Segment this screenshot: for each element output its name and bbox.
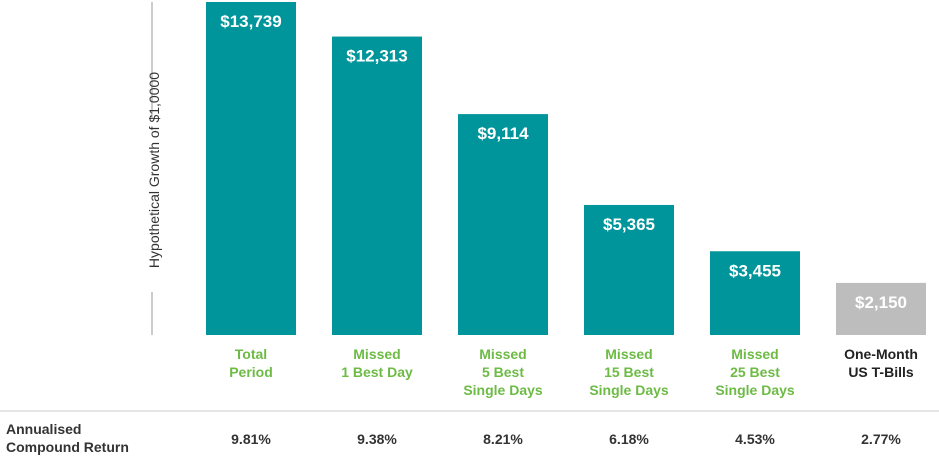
return-value-1: 9.38% xyxy=(357,431,397,447)
category-label-4-line-1: 25 Best xyxy=(730,364,780,380)
category-label-0-line-0: Total xyxy=(235,346,267,362)
category-label-5-line-1: US T-Bills xyxy=(848,364,914,380)
bar-2 xyxy=(458,114,548,335)
category-label-5-line-0: One-Month xyxy=(844,346,918,362)
bars-group: $13,739 $12,313 $9,114 $5,365 $3,455 $2,150 xyxy=(206,2,926,336)
bar-1 xyxy=(332,36,422,336)
return-value-3: 6.18% xyxy=(609,431,649,447)
returns-row-title-line-1: Compound Return xyxy=(6,439,129,455)
bar-value-label-1: $12,313 xyxy=(346,47,407,66)
return-value-2: 8.21% xyxy=(483,431,523,447)
return-value-0: 9.81% xyxy=(231,431,271,447)
category-labels: Total Period Missed 1 Best Day Missed 5 Best S… xyxy=(229,346,918,398)
category-label-2-line-1: 5 Best xyxy=(482,364,524,380)
returns-row-title: Annualised Compound Return xyxy=(6,421,129,455)
return-value-5: 2.77% xyxy=(861,431,901,447)
category-label-3-line-1: 15 Best xyxy=(604,364,654,380)
bar-5 xyxy=(836,282,926,335)
category-label-3-line-0: Missed xyxy=(605,346,652,362)
category-label-4-line-0: Missed xyxy=(731,346,778,362)
y-axis-label: Hypothetical Growth of $1,0000 xyxy=(146,72,162,268)
bar-4 xyxy=(710,251,800,335)
returns-row-title-line-0: Annualised xyxy=(6,421,81,437)
bar-0 xyxy=(206,2,296,335)
category-label-2-line-0: Missed xyxy=(479,346,526,362)
bar-value-label-4: $3,455 xyxy=(729,261,781,280)
bar-value-label-3: $5,365 xyxy=(603,215,655,234)
category-label-2-line-2: Single Days xyxy=(463,382,543,398)
bar-value-label-5: $2,150 xyxy=(855,293,907,312)
bar-value-label-0: $13,739 xyxy=(220,12,281,31)
category-label-4-line-2: Single Days xyxy=(715,382,795,398)
bar-3 xyxy=(584,204,674,335)
category-label-1-line-1: 1 Best Day xyxy=(341,364,413,380)
category-label-3-line-2: Single Days xyxy=(589,382,669,398)
bar-value-label-2: $9,114 xyxy=(477,124,529,143)
return-value-4: 4.53% xyxy=(735,431,775,447)
category-label-0-line-1: Period xyxy=(229,364,273,380)
return-values: 9.81% 9.38% 8.21% 6.18% 4.53% 2.77% xyxy=(231,431,901,447)
category-label-1-line-0: Missed xyxy=(353,346,400,362)
